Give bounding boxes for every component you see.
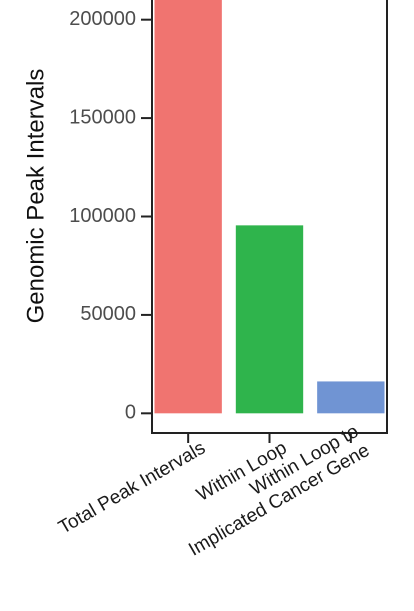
plot-area	[154, 0, 385, 414]
y-tick-label: 100000	[69, 205, 136, 227]
y-tick-label: 50000	[80, 303, 136, 325]
y-tick-label: 150000	[69, 106, 136, 128]
bar	[317, 381, 385, 414]
y-axis-title: Genomic Peak Intervals	[22, 69, 49, 324]
x-tick-label: Total Peak Intervals	[55, 437, 209, 538]
y-tick-label: 200000	[69, 8, 136, 30]
bar	[235, 225, 304, 414]
bar	[154, 0, 222, 414]
y-tick-label: 0	[125, 402, 136, 424]
